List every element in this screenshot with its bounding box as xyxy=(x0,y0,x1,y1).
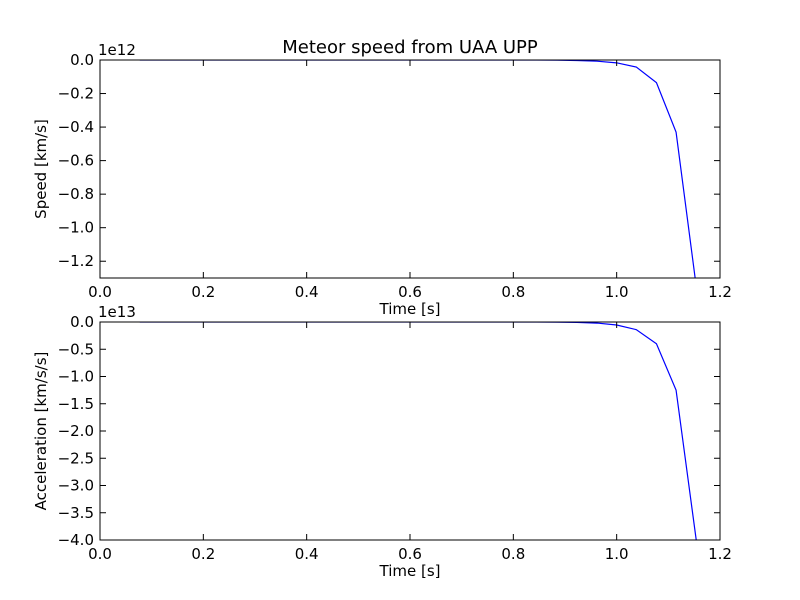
axes-frame xyxy=(99,59,721,279)
y-offset-label: 1e12 xyxy=(98,41,136,59)
acceleration-plot: 0.0 0.2 0.4 0.6 0.8 1.0 1.2 0.0 −0.5 −1.0 −1.5 −2.0… xyxy=(32,303,732,580)
y-tick-label: −1.0 xyxy=(58,219,94,237)
y-tick-label: −4.0 xyxy=(58,531,94,549)
y-tick-label: −0.6 xyxy=(58,152,94,170)
x-tick-label: 0.6 xyxy=(398,545,422,563)
x-tick-label: 0.2 xyxy=(191,283,215,301)
x-tick-label: 0.0 xyxy=(88,545,112,563)
y-tick-label: −2.0 xyxy=(58,422,94,440)
y-tick-label: 0.0 xyxy=(70,51,94,69)
x-tick-label: 1.0 xyxy=(605,545,629,563)
chart-title: Meteor speed from UAA UPP xyxy=(282,37,538,58)
y-tick-label: −0.5 xyxy=(58,340,94,358)
x-tick-label: 0.8 xyxy=(501,545,525,563)
y-tick-label: −2.5 xyxy=(58,449,94,467)
y-tick-label: 0.0 xyxy=(70,313,94,331)
x-axis-label: Time [s] xyxy=(379,562,441,580)
y-offset-label: 1e13 xyxy=(98,303,136,321)
x-tick-label: 0.6 xyxy=(398,283,422,301)
x-tick-label: 0.2 xyxy=(191,545,215,563)
x-tick-label: 0.0 xyxy=(88,283,112,301)
x-tick-label: 0.4 xyxy=(295,283,319,301)
y-tick-label: −0.2 xyxy=(58,85,94,103)
speed-plot: 0.0 0.2 0.4 0.6 0.8 1.0 1.2 0.0 −0.2 −0.4 −0.6 −0.8… xyxy=(32,41,732,318)
y-tick-label: −3.5 xyxy=(58,504,94,522)
series-line-0 xyxy=(139,60,696,278)
x-axis-label: Time [s] xyxy=(379,300,441,318)
x-tick-label: 0.8 xyxy=(501,283,525,301)
x-tick-label: 1.0 xyxy=(605,283,629,301)
x-tick-label: 0.4 xyxy=(295,545,319,563)
y-tick-label: −0.4 xyxy=(58,118,94,136)
x-tick-label: 1.2 xyxy=(708,545,732,563)
y-axis-label: Speed [km/s] xyxy=(32,119,50,219)
y-tick-label: −1.2 xyxy=(58,252,94,270)
y-axis-label: Acceleration [km/s/s] xyxy=(32,352,50,511)
x-tick-label: 1.2 xyxy=(708,283,732,301)
axes-frame xyxy=(99,321,721,541)
y-tick-label: −1.0 xyxy=(58,368,94,386)
y-tick-label: −0.8 xyxy=(58,185,94,203)
series-line-0 xyxy=(139,322,697,540)
y-tick-label: −1.5 xyxy=(58,395,94,413)
y-tick-label: −3.0 xyxy=(58,477,94,495)
